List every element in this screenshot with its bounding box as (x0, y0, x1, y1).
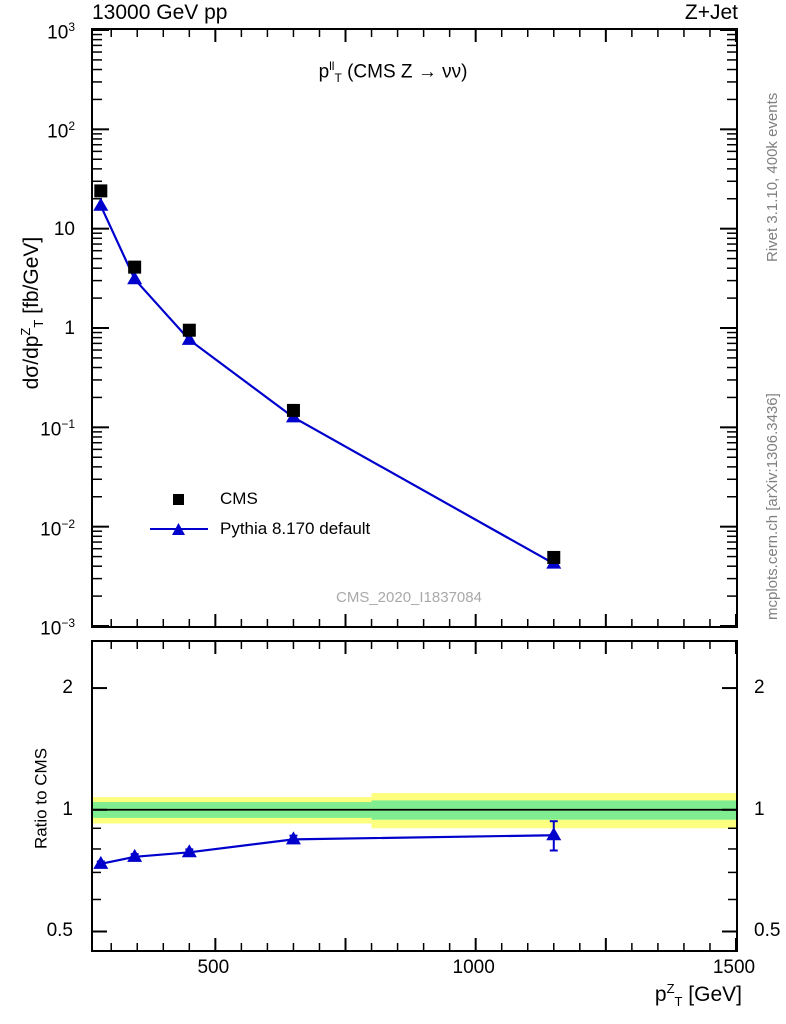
y-tick-label-main: 10−1 (40, 417, 75, 441)
header-right-process: Z+Jet (684, 1, 738, 24)
legend-label-cms: CMS (220, 489, 258, 508)
legend-entry-pythia[interactable]: Pythia 8.170 default (150, 514, 370, 544)
x-tick-label: 500 (197, 957, 230, 978)
legend-label-pythia: Pythia 8.170 default (220, 519, 371, 538)
x-tick-label: 1500 (712, 957, 756, 978)
legend: CMS Pythia 8.170 default (150, 484, 370, 544)
legend-key-triangle-line-icon (150, 520, 208, 538)
plot-title-base: p (318, 61, 330, 83)
y-tick-label-ratio-right: 0.5 (754, 920, 781, 942)
x-axis-label-sub: T (674, 994, 683, 1010)
x-axis-label-unit: [GeV] (682, 983, 742, 1006)
side-text-source: mcplots.cern.ch [arXiv:1306.3436] (764, 393, 781, 620)
side-text-generator-info: Rivet 3.1.10, 400k events (764, 92, 781, 262)
header-left-collision-energy: 13000 GeV pp (92, 1, 228, 24)
x-axis-label: pZT [GeV] (655, 982, 742, 1008)
x-axis-ticklabels: 500 1000 1500 (0, 957, 786, 987)
y-axis-ticklabels-main: 103 102 10 1 10−1 10−2 10−3 (0, 20, 85, 639)
y-tick-label-main: 102 (47, 119, 75, 143)
y-tick-label-main: 1 (64, 318, 75, 339)
x-axis-label-sup: Z (666, 981, 675, 996)
y-axis-ticklabels-ratio-left: 2 1 0.5 (0, 640, 85, 952)
ratio-plot-canvas (93, 642, 736, 950)
y-tick-label-main: 10−3 (40, 616, 75, 640)
legend-key-square-icon (150, 490, 208, 508)
y-tick-label-ratio-left: 1 (62, 798, 73, 820)
y-tick-label-main: 103 (47, 20, 75, 44)
plot-title-rest: (CMS Z → νν) (341, 61, 468, 83)
x-axis-label-base: p (654, 983, 667, 1006)
plot-title: pllT (CMS Z → νν) (0, 60, 786, 84)
plot-title-superscript: ll (329, 59, 335, 73)
ratio-plot-panel (91, 640, 738, 952)
y-tick-label-ratio-right: 1 (754, 798, 765, 820)
y-tick-label-ratio-left: 2 (62, 677, 73, 699)
y-axis-ticklabels-ratio-right: 2 1 0.5 (744, 640, 786, 952)
legend-entry-cms[interactable]: CMS (150, 484, 370, 514)
main-plot-canvas (93, 30, 736, 626)
y-tick-label-ratio-left: 0.5 (46, 920, 73, 942)
y-tick-label-ratio-right: 2 (754, 677, 765, 699)
y-tick-label-main: 10 (53, 218, 75, 240)
plot-title-subscript: T (334, 71, 342, 86)
y-tick-label-main: 10−2 (40, 516, 75, 540)
x-tick-label: 1000 (452, 957, 495, 978)
analysis-id-watermark: CMS_2020_I1837084 (336, 589, 482, 606)
